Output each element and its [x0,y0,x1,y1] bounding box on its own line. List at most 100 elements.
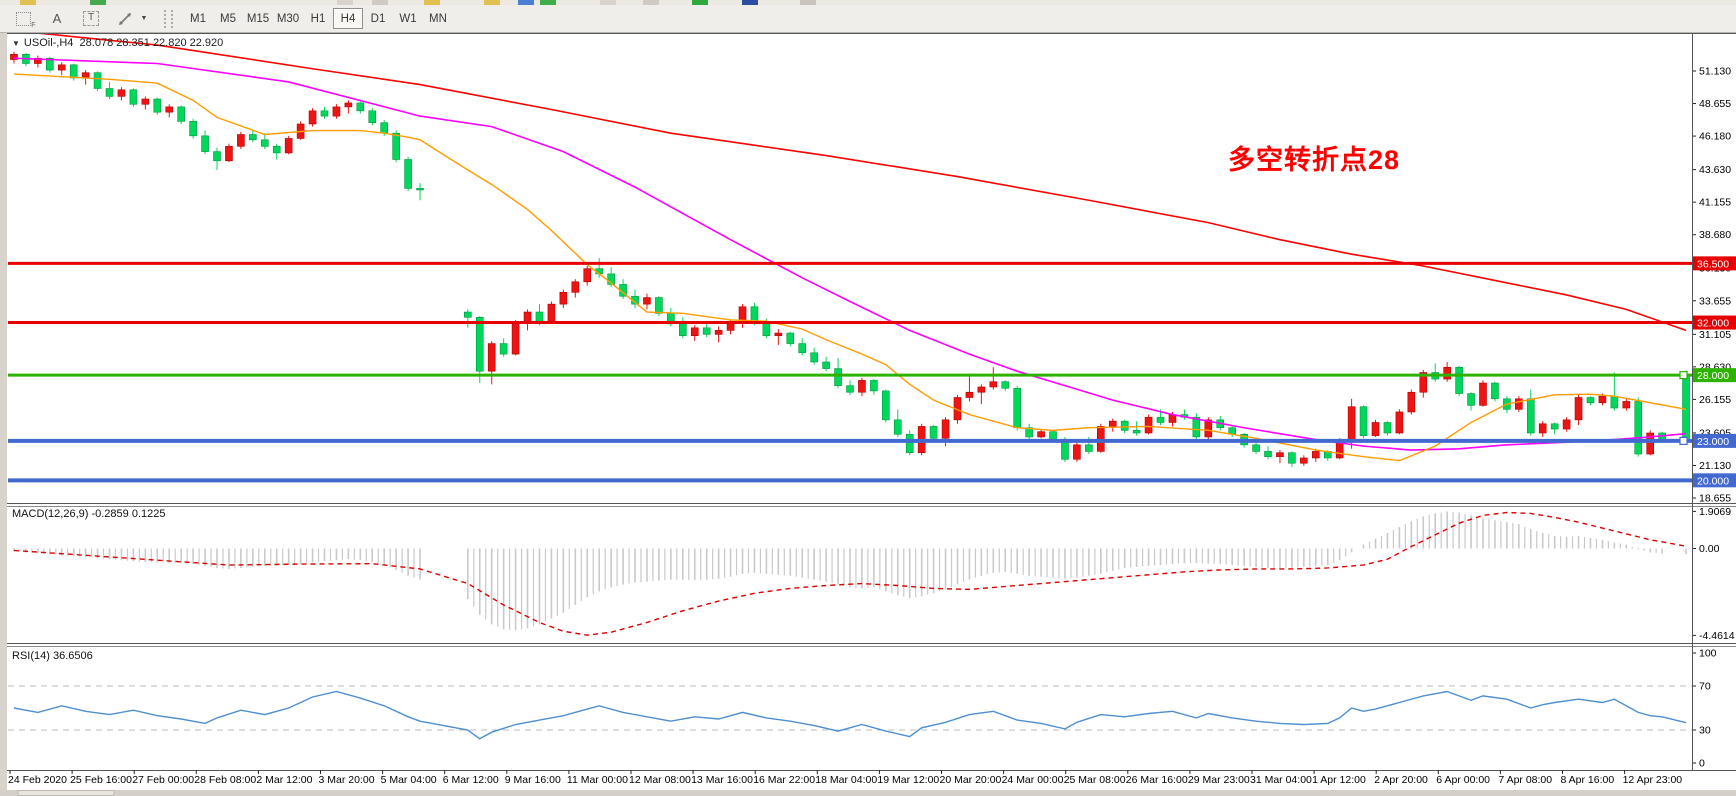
ma-magenta [13,57,1687,451]
svg-text:1.9069: 1.9069 [1699,506,1731,518]
svg-text:8 Apr 16:00: 8 Apr 16:00 [1561,774,1615,786]
svg-text:18.655: 18.655 [1699,493,1731,505]
timeframe-W1[interactable]: W1 [393,8,423,29]
cutoff-icon-fragment [372,0,388,5]
price-badge-36.500 [1693,256,1736,271]
timeframe-H4-active[interactable]: H4 [333,8,363,29]
svg-text:38.680: 38.680 [1699,229,1731,241]
svg-text:28.000: 28.000 [1697,370,1729,382]
tool-dropdown-caret-icon[interactable]: ▼ [138,9,150,29]
timeframe-H1[interactable]: H1 [303,8,333,29]
svg-text:21.130: 21.130 [1699,460,1731,472]
rsi-line [13,690,1687,740]
window-left-edge [0,33,7,790]
hline-20.000[interactable]: 20.000 [8,473,1736,488]
svg-text:25 Feb 16:00: 25 Feb 16:00 [70,774,132,786]
svg-text:2 Mar 12:00: 2 Mar 12:00 [256,774,312,786]
svg-text:7 Apr 08:00: 7 Apr 08:00 [1498,774,1552,786]
svg-text:3 Mar 20:00: 3 Mar 20:00 [319,774,375,786]
svg-text:32.000: 32.000 [1697,318,1729,330]
cutoff-icon-fragment [518,0,534,5]
svg-text:0.00: 0.00 [1699,543,1720,555]
svg-text:19 Mar 12:00: 19 Mar 12:00 [877,774,939,786]
ma-red-slow [39,34,1687,332]
price-badge-32.000 [1693,315,1736,330]
cutoff-icon-fragment [484,0,500,5]
cutoff-icon-fragment [90,0,106,5]
macd-indicator-label: MACD(12,26,9) -0.2859 0.1225 [12,508,166,520]
svg-text:30: 30 [1699,725,1711,737]
hline-28.000[interactable]: 28.000 [8,368,1736,383]
svg-text:20.000: 20.000 [1697,475,1729,487]
candlesticks [10,51,1690,468]
cutoff-icon-fragment [643,0,659,5]
svg-text:29 Mar 23:00: 29 Mar 23:00 [1188,774,1250,786]
timeframe-M30[interactable]: M30 [273,8,303,29]
hline-handle[interactable] [1679,371,1688,380]
chart-symbol-title[interactable]: ▼ USOil-,H4 28.078 28.351 22.820 22.920 [12,37,223,49]
macd-pane: 1.9069 0.00 -4.4614 [13,506,1735,642]
svg-text:25 Mar 08:00: 25 Mar 08:00 [1064,774,1126,786]
svg-text:12 Apr 23:00: 12 Apr 23:00 [1623,774,1683,786]
svg-text:0: 0 [1699,758,1705,770]
text-box-icon[interactable]: T [80,9,102,29]
timeframe-MN[interactable]: MN [423,8,453,29]
text-label-icon[interactable]: A [46,9,68,29]
price-badge-20.000 [1693,473,1736,488]
svg-text:12 Mar 08:00: 12 Mar 08:00 [629,774,691,786]
svg-text:9 Mar 16:00: 9 Mar 16:00 [505,774,561,786]
hline-32.000[interactable]: 32.000 [8,315,1736,330]
hline-handle[interactable] [1679,436,1688,445]
cutoff-icon-fragment [424,0,440,5]
cutoff-icon-fragment [742,0,758,5]
timeframe-M15[interactable]: M15 [243,8,273,29]
toolbar-grip[interactable] [164,9,173,28]
svg-text:27 Feb 00:00: 27 Feb 00:00 [132,774,194,786]
timeframe-D1[interactable]: D1 [363,8,393,29]
svg-text:11 Mar 00:00: 11 Mar 00:00 [567,774,628,786]
svg-text:24 Mar 00:00: 24 Mar 00:00 [1002,774,1064,786]
svg-text:6 Apr 00:00: 6 Apr 00:00 [1436,774,1490,786]
svg-text:41.155: 41.155 [1699,197,1731,209]
timeframe-M5[interactable]: M5 [213,8,243,29]
svg-text:24 Feb 2020: 24 Feb 2020 [8,774,67,786]
price-badge-23.000 [1693,433,1736,448]
arrows-tool-icon[interactable] [114,9,136,29]
svg-text:70: 70 [1699,681,1711,693]
symbol-title-text: USOil-,H4 28.078 28.351 22.820 22.920 [23,37,224,49]
cursor-crosshair-icon[interactable]: F [12,9,36,29]
svg-text:33.655: 33.655 [1699,295,1731,307]
rsi-indicator-label: RSI(14) 36.6506 [12,650,93,662]
macd-signal-line [13,511,1687,636]
svg-text:6 Mar 12:00: 6 Mar 12:00 [443,774,499,786]
status-bar-cell [17,790,115,796]
cutoff-icon-fragment [540,0,556,5]
hline-23.000[interactable]: 23.000 [8,433,1736,448]
chart-annotation-text: 多空转折点28 [1228,145,1401,175]
toolbar: F A T ▼ M1 M5 M15 M30 H1 H4 D1 W1 MN [0,5,1736,33]
cutoff-icon-fragment [20,0,36,5]
svg-text:46.180: 46.180 [1699,131,1731,143]
time-axis[interactable]: 24 Feb 2020 25 Feb 16:00 27 Feb 00:00 28 Fe… [8,770,1682,786]
hline-36.500[interactable]: 36.500 [8,256,1736,271]
svg-text:26 Mar 16:00: 26 Mar 16:00 [1126,774,1188,786]
svg-text:26.155: 26.155 [1699,394,1731,406]
svg-text:1 Apr 12:00: 1 Apr 12:00 [1312,774,1366,786]
svg-text:18 Mar 04:00: 18 Mar 04:00 [815,774,877,786]
chart-dropdown-icon[interactable]: ▼ [12,38,20,48]
svg-text:36.500: 36.500 [1697,258,1729,270]
timeframe-M1[interactable]: M1 [183,8,213,29]
svg-text:31.105: 31.105 [1699,329,1731,341]
timeframe-toolbar: M1 M5 M15 M30 H1 H4 D1 W1 MN [183,8,453,29]
svg-text:23.000: 23.000 [1697,436,1729,448]
cutoff-icon-fragment [800,0,816,5]
svg-text:2 Apr 20:00: 2 Apr 20:00 [1374,774,1428,786]
svg-text:43.630: 43.630 [1699,164,1731,176]
svg-text:28 Feb 08:00: 28 Feb 08:00 [194,774,256,786]
toolbar-overflow-strip [0,0,1736,5]
cutoff-icon-fragment [337,0,353,5]
price-badge-28.000 [1693,368,1736,383]
svg-text:16 Mar 22:00: 16 Mar 22:00 [753,774,815,786]
